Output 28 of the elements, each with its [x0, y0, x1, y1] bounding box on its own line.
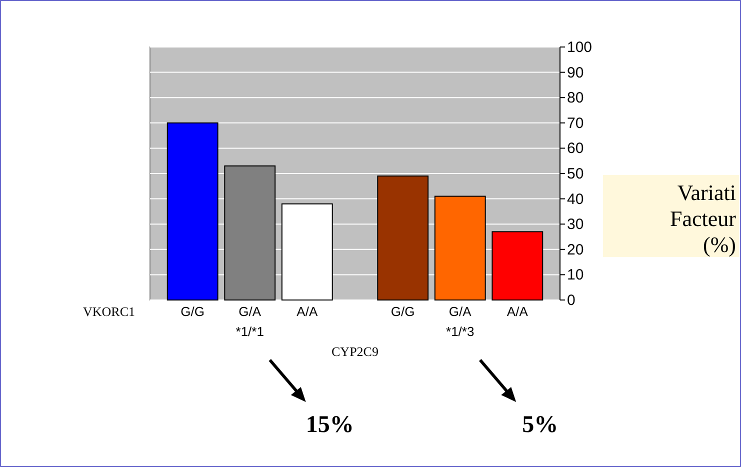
y-tick-label: 100 — [567, 39, 592, 56]
legend-title: VKORC1 — [82, 304, 135, 319]
y-tick-label: 60 — [567, 140, 584, 158]
series-label: G/G — [180, 304, 205, 319]
y-tick-label: 30 — [567, 216, 584, 234]
text: G/A — [448, 304, 472, 319]
bar — [377, 176, 429, 300]
text: A/A — [506, 304, 528, 319]
y-tick-label: 80 — [567, 90, 584, 107]
y-tick-label: 20 — [567, 241, 584, 258]
bar — [434, 196, 486, 300]
y-tick-label: 50 — [567, 166, 584, 182]
series-label: A/A — [296, 304, 318, 319]
series-label: G/A — [238, 304, 262, 319]
x-tick-label: *1/*3 — [446, 324, 474, 339]
x-tick-label: *1/*1 — [236, 324, 264, 339]
text: G/G — [390, 304, 415, 319]
text: 15% — [306, 412, 354, 438]
y-tick-label: 40 — [567, 190, 584, 208]
y-tick-label: 90 — [567, 64, 584, 82]
x-axis-title: CYP2C9 — [332, 344, 378, 359]
text: 5% — [522, 412, 558, 438]
y-tick-label: 10 — [567, 266, 584, 284]
bar — [166, 122, 218, 300]
y-axis-title: Variati Facteur (%) — [670, 180, 737, 257]
bar — [492, 231, 544, 300]
y-tick-label: 0 — [567, 292, 576, 309]
y-tick-label: 70 — [567, 114, 584, 132]
